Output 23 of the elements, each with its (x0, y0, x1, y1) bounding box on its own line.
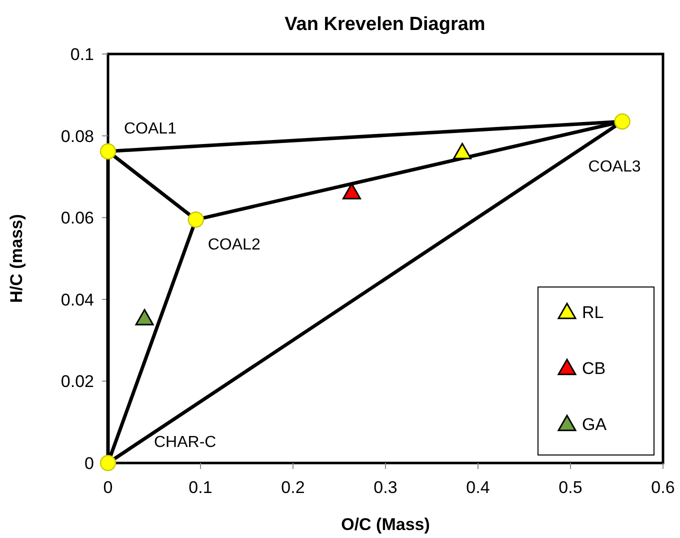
y-tick-label: 0.06 (60, 208, 94, 228)
legend-label: GA (582, 414, 608, 434)
legend-label: RL (582, 302, 604, 322)
annotation: COAL2 (208, 236, 260, 254)
y-tick-label: 0.1 (70, 44, 94, 64)
annotation: COAL3 (588, 158, 641, 176)
y-axis-title: H/C (mass) (7, 214, 26, 303)
y-tick-label: 0.08 (60, 126, 94, 146)
annotation: CHAR-C (154, 434, 216, 451)
annotation: COAL1 (124, 120, 177, 138)
x-tick-label: 0.3 (374, 478, 398, 497)
chart-title: Van Krevelen Diagram (284, 14, 486, 35)
x-tick-label: 0.4 (466, 478, 490, 497)
x-tick-label: 0.2 (281, 478, 305, 497)
y-tick-label: 0.02 (60, 372, 94, 392)
legend-label: CB (582, 358, 606, 378)
x-tick-label: 0 (103, 478, 113, 497)
x-axis-title: O/C (Mass) (341, 515, 430, 534)
x-tick-label: 0.6 (651, 478, 675, 497)
x-tick-label: 0.1 (188, 478, 212, 497)
y-tick-label: 0 (84, 454, 94, 473)
x-tick-label: 0.5 (558, 478, 582, 497)
y-tick-label: 0.04 (60, 290, 94, 310)
